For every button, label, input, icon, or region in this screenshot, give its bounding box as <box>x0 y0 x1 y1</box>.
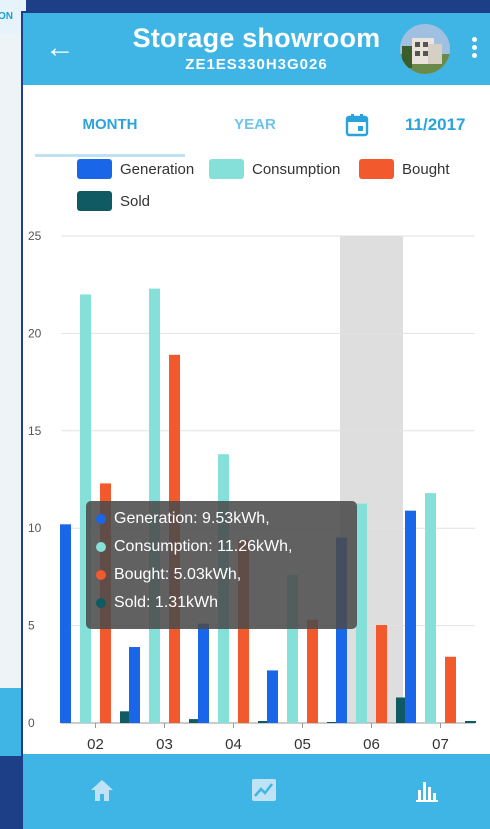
highlight-band <box>340 236 403 723</box>
legend-label: Generation <box>120 160 195 178</box>
tooltip-text: Sold: 1.31kWh <box>114 594 219 611</box>
bar-generation-02 <box>60 524 71 723</box>
bar-generation-07 <box>405 510 416 723</box>
bar-bought-06 <box>376 625 387 723</box>
home-icon[interactable] <box>88 776 116 804</box>
legend-item-sold[interactable]: Sold <box>77 191 150 211</box>
bar-generation-03 <box>129 647 140 723</box>
tab-year[interactable]: YEAR <box>234 116 276 133</box>
bar-sold-02 <box>120 711 131 723</box>
x-tick-label: 03 <box>156 736 173 753</box>
y-tick-label: 25 <box>28 229 42 243</box>
more-vert-icon[interactable] <box>472 37 478 61</box>
arrow-left-icon[interactable]: ← <box>45 31 75 64</box>
x-tick-label: 07 <box>432 736 449 753</box>
x-tick-label: 06 <box>363 736 380 753</box>
bar-bought-04 <box>238 539 249 723</box>
building-photo-icon <box>400 24 450 74</box>
y-tick-label: 15 <box>28 424 42 438</box>
background-card-tag: ON <box>0 0 26 34</box>
y-tick-label: 5 <box>28 619 35 633</box>
bar-sold-07 <box>465 721 476 723</box>
tab-month[interactable]: MONTH <box>35 103 185 157</box>
bar-sold-05 <box>327 722 338 723</box>
bar-bought-05 <box>307 619 318 723</box>
bar-consumption-05 <box>287 574 298 723</box>
x-tick-label: 02 <box>87 736 104 753</box>
chart-tooltip: Generation: 9.53kWh, Consumption: 11.26k… <box>86 501 357 629</box>
x-tick-label: 04 <box>225 736 242 753</box>
tooltip-row-consumption: Consumption: 11.26kWh, <box>96 538 292 556</box>
legend-swatch <box>77 191 112 211</box>
legend-item-generation[interactable]: Generation <box>77 159 194 179</box>
calendar-icon[interactable] <box>345 113 369 137</box>
tooltip-row-bought: Bought: 5.03kWh, <box>96 566 241 584</box>
bar-consumption-07 <box>425 493 436 723</box>
legend-label: Bought <box>402 160 450 178</box>
legend-item-bought[interactable]: Bought <box>359 159 450 179</box>
bar-generation-05 <box>267 670 278 723</box>
tooltip-dot <box>96 570 106 580</box>
y-tick-label: 0 <box>28 716 35 730</box>
bottom-nav <box>23 754 490 829</box>
legend-label: Sold <box>120 192 151 210</box>
legend-swatch <box>77 159 112 179</box>
date-selector[interactable]: 11/2017 <box>405 115 466 134</box>
tooltip-dot <box>96 598 106 608</box>
bar-sold-06 <box>396 697 407 723</box>
bar-bought-07 <box>445 656 456 723</box>
avatar[interactable] <box>400 24 450 74</box>
tooltip-text: Consumption: 11.26kWh, <box>114 538 293 555</box>
bar-consumption-06 <box>356 503 367 723</box>
legend-item-consumption[interactable]: Consumption <box>209 159 340 179</box>
trend-chart-icon[interactable] <box>250 776 278 804</box>
tooltip-dot <box>96 514 106 524</box>
bar-chart-icon[interactable] <box>413 776 441 804</box>
y-tick-label: 20 <box>28 326 42 340</box>
bar-consumption-02 <box>80 294 91 723</box>
tooltip-text: Bought: 5.03kWh, <box>114 566 242 583</box>
legend-swatch <box>359 159 394 179</box>
app-screen: ← Storage showroom ZE1ES330H3G026 MONTH … <box>23 13 490 829</box>
background-card-footer <box>0 688 26 756</box>
tooltip-dot <box>96 542 106 552</box>
bar-sold-03 <box>189 719 200 723</box>
page-title: Storage showroom <box>132 23 381 53</box>
period-tabs: MONTH YEAR 11/2017 <box>35 103 490 157</box>
legend-swatch <box>209 159 244 179</box>
tooltip-text: Generation: 9.53kWh, <box>114 510 270 527</box>
app-bar: ← Storage showroom ZE1ES330H3G026 <box>23 13 490 85</box>
bar-generation-06 <box>336 537 347 723</box>
bar-generation-04 <box>198 623 209 723</box>
tooltip-row-sold: Sold: 1.31kWh <box>96 594 218 612</box>
legend-label: Consumption <box>252 160 341 178</box>
x-tick-label: 05 <box>294 736 311 753</box>
bar-sold-04 <box>258 721 269 723</box>
y-tick-label: 10 <box>28 521 42 535</box>
tooltip-row-generation: Generation: 9.53kWh, <box>96 510 270 528</box>
device-serial: ZE1ES330H3G026 <box>185 56 328 73</box>
